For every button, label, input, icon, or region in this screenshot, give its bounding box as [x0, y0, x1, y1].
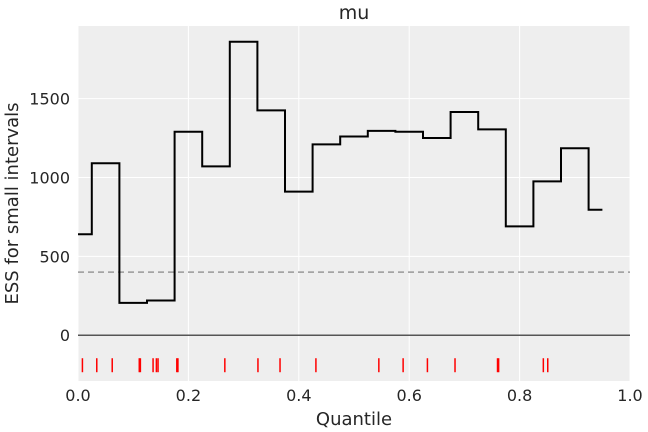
y-tick-labels: 0 500 1000 1500	[29, 90, 70, 346]
y-axis-label: ESS for small intervals	[2, 102, 23, 304]
x-tick-label: 0.6	[396, 386, 421, 405]
reference-lines	[78, 271, 630, 336]
x-tick-labels: 0.0 0.2 0.4 0.6 0.8 1.0	[65, 386, 642, 405]
y-tick-label: 0	[60, 326, 70, 345]
chart-title: mu	[339, 2, 370, 24]
x-tick-label: 0.0	[65, 386, 90, 405]
series-layer	[78, 40, 603, 304]
x-tick-label: 0.4	[286, 386, 311, 405]
y-tick-label: 1500	[29, 90, 70, 109]
y-tick-label: 500	[39, 247, 70, 266]
x-tick-label: 1.0	[617, 386, 642, 405]
rug-layer	[81, 358, 549, 373]
x-tick-label: 0.2	[176, 386, 201, 405]
y-tick-label: 1000	[29, 168, 70, 187]
plot-background	[78, 26, 630, 381]
x-tick-label: 0.8	[507, 386, 532, 405]
x-axis-label: Quantile	[316, 409, 392, 430]
ess-step-line	[78, 40, 603, 304]
